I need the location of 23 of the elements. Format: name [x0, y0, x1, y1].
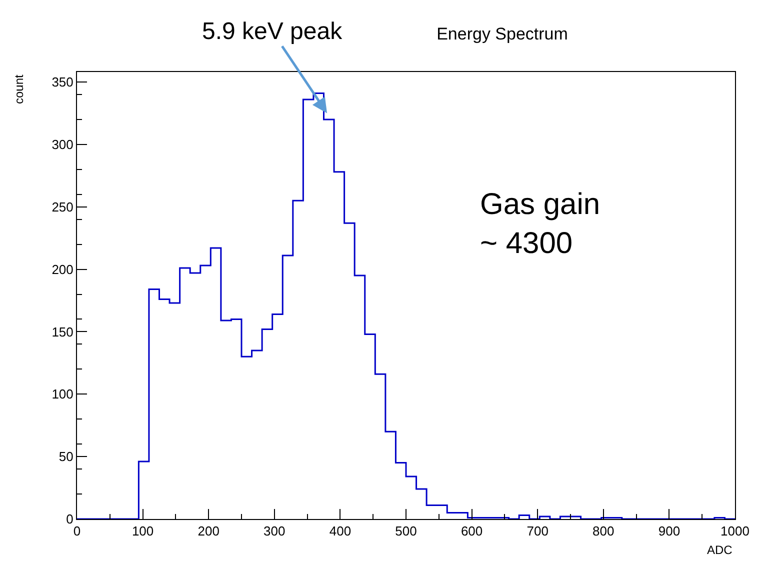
- y-tick-label: 0: [66, 512, 74, 527]
- y-tick-label: 200: [52, 262, 74, 277]
- x-tick-label: 700: [526, 524, 548, 539]
- y-tick-label: 250: [52, 199, 74, 214]
- x-tick-label: 900: [658, 524, 680, 539]
- y-axis-title: count: [12, 74, 26, 104]
- y-tick-label: 100: [52, 386, 74, 402]
- x-tick-label: 300: [264, 524, 286, 539]
- x-tick-label: 600: [460, 524, 483, 539]
- annotation: 5.9 keV peak: [202, 18, 344, 45]
- y-tick-label: 150: [52, 324, 74, 340]
- x-tick-label: 100: [132, 524, 154, 539]
- y-tick-label: 350: [52, 74, 74, 90]
- x-tick-label: 200: [198, 524, 220, 539]
- chart-title: Energy Spectrum: [436, 24, 568, 44]
- x-tick-label: 500: [395, 524, 417, 539]
- y-tick-label: 50: [58, 449, 74, 464]
- y-tick-label: 300: [52, 136, 74, 152]
- x-tick-label: 800: [592, 524, 614, 539]
- annotation: Gas gain ~ 4300: [480, 188, 600, 260]
- x-axis-title: ADC: [707, 543, 733, 557]
- x-tick-label: 1000: [720, 524, 750, 539]
- x-tick-label: 400: [329, 524, 352, 539]
